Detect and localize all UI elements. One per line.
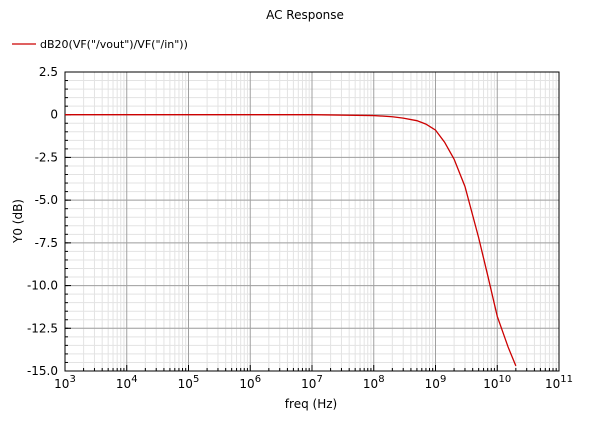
x-tick-label: 1011 [545,374,573,391]
x-tick-label: 1010 [483,374,511,391]
x-tick-label: 105 [178,374,200,391]
y-tick-label: -12.5 [27,321,58,335]
y-tick-label: -15.0 [27,364,58,378]
chart-title: AC Response [266,8,344,22]
grid-major [64,71,560,372]
x-tick-label: 107 [301,374,323,391]
x-tick-label: 104 [116,374,138,391]
x-tick-label: 109 [425,374,447,391]
series-line [65,114,517,367]
y-axis-label: Y0 (dB) [11,199,25,244]
x-tick-label: 108 [363,374,385,391]
y-tick-label: 0 [50,108,58,122]
x-tick-labels: 103 104 105 106 107 108 109 1010 1011 [54,374,573,391]
y-tick-label: -7.5 [35,236,58,250]
y-tick-label: -5.0 [35,193,58,207]
x-axis-label: freq (Hz) [285,397,337,411]
legend: dB20(VF("/vout")/VF("/in")) [12,38,188,51]
legend-entry: dB20(VF("/vout")/VF("/in")) [40,38,188,51]
y-tick-label: 2.5 [39,65,58,79]
y-tick-labels: 2.5 0 -2.5 -5.0 -7.5 -10.0 -12.5 -15.0 [27,65,58,378]
y-tick-label: -10.0 [27,279,58,293]
axis-ticks [64,71,560,372]
x-tick-label: 103 [54,374,76,391]
x-tick-label: 106 [239,374,261,391]
y-tick-label: -2.5 [35,150,58,164]
